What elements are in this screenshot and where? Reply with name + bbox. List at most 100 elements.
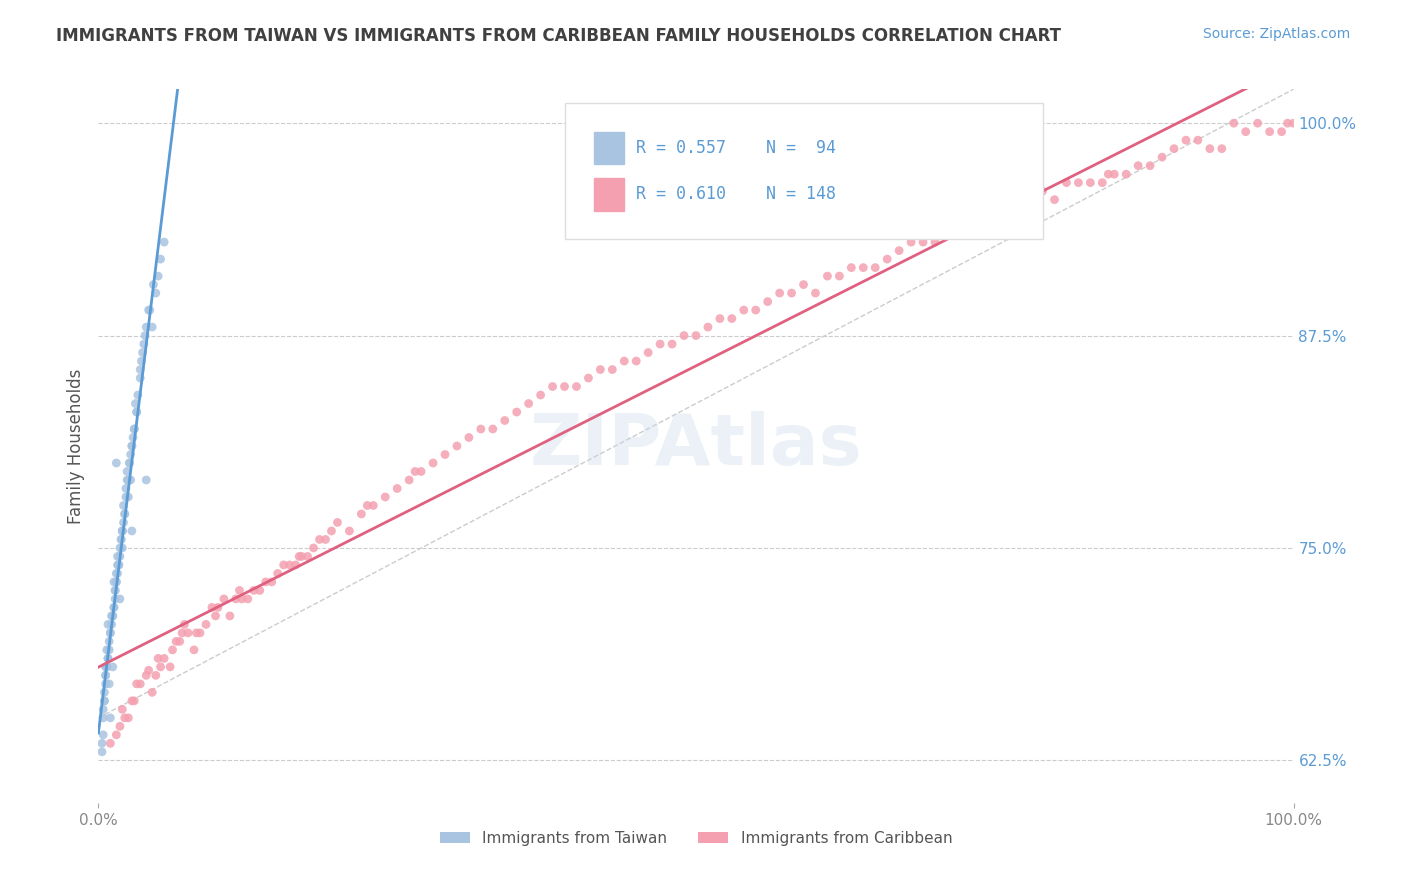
Point — [1115, 167, 1137, 181]
Point — [302, 541, 325, 555]
Y-axis label: Family Households: Family Households — [66, 368, 84, 524]
Point — [107, 566, 129, 581]
Point — [148, 651, 170, 665]
Point — [112, 516, 135, 530]
Point — [1043, 193, 1066, 207]
Point — [769, 286, 792, 301]
Point — [145, 286, 167, 301]
Point — [186, 626, 208, 640]
Point — [243, 583, 266, 598]
Point — [105, 456, 128, 470]
Point — [153, 651, 176, 665]
Point — [267, 566, 290, 581]
Point — [112, 499, 135, 513]
Point — [422, 456, 444, 470]
Point — [530, 388, 553, 402]
Point — [889, 244, 911, 258]
Point — [995, 193, 1018, 207]
Point — [149, 660, 172, 674]
Point — [93, 694, 115, 708]
Point — [103, 600, 125, 615]
Point — [96, 660, 118, 674]
Point — [1104, 167, 1126, 181]
Point — [91, 736, 114, 750]
Point — [148, 269, 170, 284]
Point — [105, 574, 128, 589]
Point — [201, 600, 224, 615]
Point — [1080, 176, 1102, 190]
Point — [110, 533, 132, 547]
Point — [876, 252, 898, 266]
Point — [650, 337, 672, 351]
Point — [135, 473, 157, 487]
Point — [115, 482, 138, 496]
Point — [138, 663, 160, 677]
Point — [613, 354, 636, 368]
Point — [91, 702, 114, 716]
Point — [188, 626, 211, 640]
Point — [114, 507, 136, 521]
Point — [94, 668, 117, 682]
Point — [817, 269, 839, 284]
Point — [356, 499, 378, 513]
Point — [204, 608, 226, 623]
Point — [111, 541, 134, 555]
Point — [107, 549, 129, 564]
Point — [94, 677, 117, 691]
Point — [94, 660, 117, 674]
Point — [1247, 116, 1270, 130]
Point — [103, 600, 125, 615]
Point — [1139, 159, 1161, 173]
Point — [131, 345, 153, 359]
Point — [121, 439, 143, 453]
Point — [91, 711, 114, 725]
Point — [105, 566, 128, 581]
Point — [115, 473, 138, 487]
Text: R = 0.557    N =  94: R = 0.557 N = 94 — [637, 139, 837, 157]
Point — [1056, 176, 1078, 190]
Point — [709, 311, 731, 326]
Point — [108, 549, 131, 564]
Point — [1258, 125, 1281, 139]
Point — [212, 591, 235, 606]
Point — [120, 473, 142, 487]
Point — [326, 516, 349, 530]
Point — [554, 379, 576, 393]
Point — [1067, 176, 1090, 190]
Point — [139, 303, 162, 318]
Point — [91, 745, 114, 759]
Point — [494, 413, 516, 427]
Point — [228, 583, 250, 598]
Point — [111, 524, 134, 538]
Point — [162, 643, 184, 657]
Point — [98, 736, 122, 750]
Text: IMMIGRANTS FROM TAIWAN VS IMMIGRANTS FROM CARIBBEAN FAMILY HOUSEHOLDS CORRELATIO: IMMIGRANTS FROM TAIWAN VS IMMIGRANTS FRO… — [56, 27, 1062, 45]
Point — [121, 524, 143, 538]
Point — [411, 465, 433, 479]
Point — [118, 456, 141, 470]
Point — [385, 482, 409, 496]
Point — [565, 379, 588, 393]
Point — [103, 574, 125, 589]
Point — [108, 719, 131, 733]
Point — [104, 591, 127, 606]
Point — [100, 608, 122, 623]
Point — [110, 533, 132, 547]
Point — [900, 235, 922, 249]
Point — [169, 634, 191, 648]
Point — [804, 286, 827, 301]
Point — [134, 328, 156, 343]
Point — [149, 252, 172, 266]
Point — [673, 328, 696, 343]
Point — [225, 591, 247, 606]
Point — [97, 651, 120, 665]
Point — [1008, 201, 1031, 215]
Point — [98, 626, 122, 640]
Point — [124, 422, 146, 436]
Point — [948, 218, 970, 232]
Point — [219, 608, 242, 623]
Point — [129, 371, 152, 385]
Point — [404, 465, 426, 479]
Point — [132, 337, 155, 351]
Point — [1091, 176, 1114, 190]
